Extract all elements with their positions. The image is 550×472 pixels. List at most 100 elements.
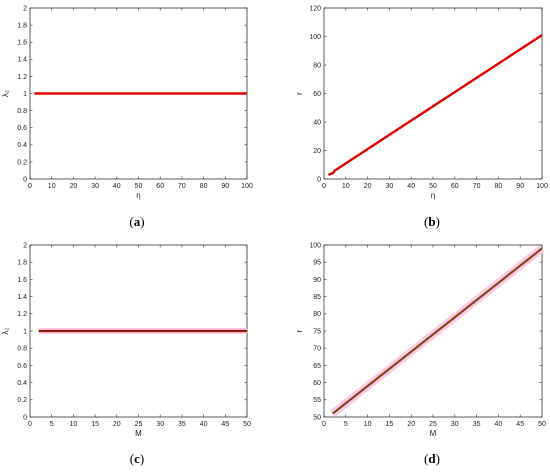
x-tick-label: 15: [386, 421, 394, 428]
x-axis-label: M: [430, 429, 437, 438]
y-tick-label: 80: [313, 62, 321, 69]
x-tick-label: 25: [135, 421, 143, 428]
y-tick-label: 0: [317, 176, 321, 183]
y-tick-label: 20: [313, 148, 321, 155]
y-axis-label: λ₂: [1, 90, 10, 97]
panel-caption-part: ): [140, 214, 144, 229]
x-tick-label: 0: [28, 183, 32, 190]
x-tick-label: 30: [91, 183, 99, 190]
y-tick-label: 0.4: [17, 142, 27, 149]
x-tick-label: 10: [342, 183, 350, 190]
x-tick-label: 50: [135, 183, 143, 190]
x-tick-label: 90: [516, 183, 524, 190]
panel-caption-part: (: [424, 214, 428, 229]
x-tick-label: 10: [364, 421, 372, 428]
y-tick-label: 1.4: [17, 294, 27, 301]
x-axis-label: η: [136, 191, 140, 200]
y-tick-label: 2: [23, 242, 27, 249]
y-tick-label: 100: [309, 242, 321, 249]
x-tick-label: 25: [429, 421, 437, 428]
x-tick-label: 90: [221, 183, 229, 190]
x-tick-label: 15: [91, 421, 99, 428]
x-tick-label: 50: [243, 421, 251, 428]
panel-caption-part: a: [134, 214, 141, 229]
x-tick-label: 35: [473, 421, 481, 428]
y-tick-label: 0.8: [17, 346, 27, 353]
y-tick-label: 120: [309, 5, 321, 12]
y-tick-label: 0: [23, 414, 27, 421]
x-tick-label: 45: [516, 421, 524, 428]
panel-caption-part: ): [436, 451, 440, 466]
y-tick-label: 0.4: [17, 380, 27, 387]
y-tick-label: 1.4: [17, 57, 27, 64]
y-axis-label: r: [295, 329, 304, 332]
axes-frame: [323, 7, 543, 180]
x-tick-label: 40: [495, 421, 503, 428]
panel-caption-part: (: [129, 214, 133, 229]
x-axis-label: η: [431, 191, 435, 200]
y-tick-label: 80: [313, 311, 321, 318]
x-tick-label: 100: [536, 183, 548, 190]
y-tick-label: 0: [23, 176, 27, 183]
x-tick-label: 60: [156, 183, 164, 190]
x-tick-label: 35: [178, 421, 186, 428]
y-tick-label: 65: [313, 363, 321, 370]
y-tick-label: 70: [313, 346, 321, 353]
y-axis-label: r: [295, 92, 304, 95]
panel-caption: (a): [129, 214, 144, 229]
y-tick-label: 1: [23, 328, 27, 335]
panel-caption-part: b: [428, 214, 435, 229]
x-tick-label: 45: [221, 421, 229, 428]
x-tick-label: 30: [156, 421, 164, 428]
panel-1: 0 10 20 30 40 50 60 70 80 90 100 0 0.2 0.4 0.6 0.8 1 1.2 1…: [1, 5, 253, 229]
x-tick-label: 100: [241, 183, 253, 190]
x-tick-label: 40: [113, 183, 121, 190]
y-tick-label: 1.2: [17, 311, 27, 318]
x-tick-label: 5: [344, 421, 348, 428]
x-tick-label: 80: [200, 183, 208, 190]
y-tick-label: 0.2: [17, 159, 27, 166]
y-tick-label: 95: [313, 260, 321, 267]
y-tick-label: 0.2: [17, 397, 27, 404]
panel-caption-part: ): [140, 451, 144, 466]
x-tick-label: 0: [322, 183, 326, 190]
x-tick-label: 20: [364, 183, 372, 190]
x-tick-label: 10: [70, 421, 78, 428]
y-tick-label: 0.6: [17, 363, 27, 370]
x-tick-label: 20: [70, 183, 78, 190]
y-tick-label: 85: [313, 294, 321, 301]
y-tick-label: 1.8: [17, 23, 27, 30]
panel-caption: (d): [424, 451, 440, 466]
panel-caption-part: ): [436, 214, 440, 229]
x-tick-label: 50: [429, 183, 437, 190]
x-axis-label: M: [135, 429, 142, 438]
x-tick-label: 50: [538, 421, 546, 428]
y-tick-label: 1.6: [17, 277, 27, 284]
x-tick-label: 40: [200, 421, 208, 428]
x-tick-label: 80: [495, 183, 503, 190]
y-tick-label: 1.6: [17, 40, 27, 47]
x-tick-label: 40: [407, 183, 415, 190]
panel-4: 0 5 10 15 20 25 30 35 40 45 50 50 55 60 65 70 75 80 85 90 95…: [295, 242, 546, 466]
x-tick-label: 0: [322, 421, 326, 428]
panel-caption-part: (: [424, 451, 428, 466]
x-tick-label: 5: [50, 421, 54, 428]
panel-2: 0 10 20 30 40 50 60 70 80 90 100 0 20 40 60 80 100 120 η r (…: [295, 5, 548, 229]
y-tick-label: 60: [313, 91, 321, 98]
y-tick-label: 1.2: [17, 74, 27, 81]
x-tick-label: 20: [113, 421, 121, 428]
y-tick-label: 90: [313, 277, 321, 284]
x-tick-label: 60: [451, 183, 459, 190]
panel-caption: (c): [130, 451, 144, 466]
y-tick-label: 75: [313, 328, 321, 335]
x-tick-label: 10: [48, 183, 56, 190]
x-tick-label: 0: [28, 421, 32, 428]
series-line-2: [332, 247, 543, 415]
y-tick-label: 100: [309, 34, 321, 41]
y-tick-label: 60: [313, 380, 321, 387]
panel-caption-part: d: [428, 451, 436, 466]
x-tick-label: 30: [451, 421, 459, 428]
x-tick-label: 30: [386, 183, 394, 190]
y-tick-label: 1.8: [17, 260, 27, 267]
